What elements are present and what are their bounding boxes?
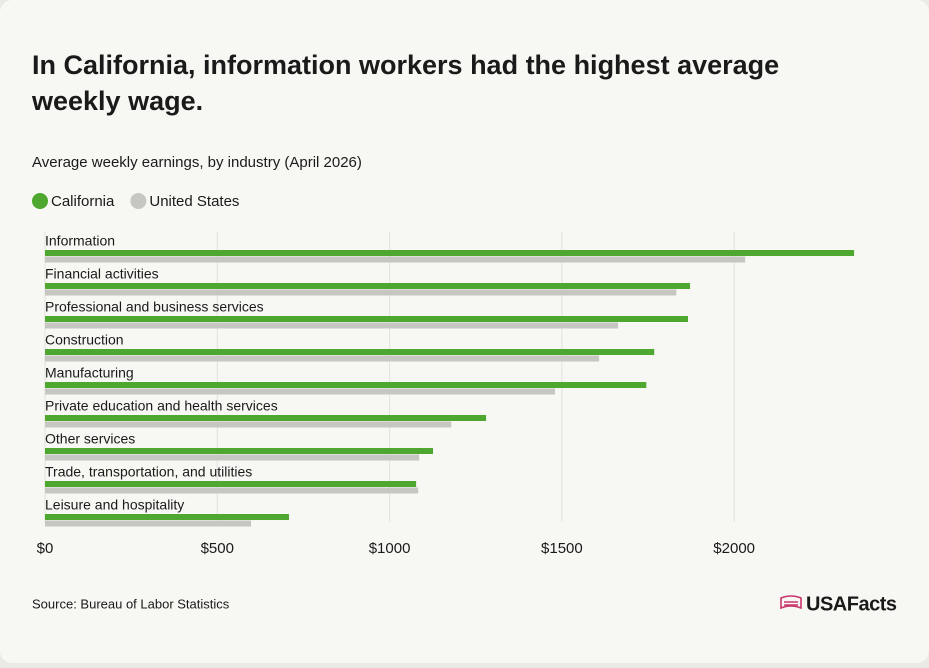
category-label: Manufacturing	[45, 365, 134, 381]
x-tick-label: $0	[37, 540, 54, 557]
x-tick-label: $1500	[541, 540, 583, 557]
bar	[45, 250, 855, 256]
bar	[45, 283, 691, 289]
category-label: Leisure and hospitality	[45, 497, 184, 513]
bar	[45, 349, 655, 355]
x-tick-label: $2000	[713, 540, 755, 557]
bar	[45, 322, 619, 329]
category-label: Professional and business services	[45, 299, 264, 315]
category-label: Private education and health services	[45, 398, 278, 414]
bar	[45, 415, 487, 421]
legend-label: California	[51, 193, 115, 210]
legend-swatch	[32, 193, 48, 209]
chart-subtitle: Average weekly earnings, by industry (Ap…	[32, 154, 362, 171]
logo-icon	[780, 595, 802, 610]
bar	[45, 421, 452, 428]
category-label: Other services	[45, 431, 135, 447]
bar	[45, 481, 417, 487]
bar	[45, 355, 600, 362]
source: Source: Bureau of Labor Statistics	[32, 596, 230, 611]
bar	[45, 289, 677, 296]
legend-label: United States	[149, 193, 239, 210]
brand: USAFacts	[806, 593, 897, 615]
category-label: Information	[45, 233, 115, 249]
bar	[45, 382, 647, 388]
bar	[45, 256, 746, 263]
x-tick-label: $1000	[369, 540, 411, 557]
legend-swatch	[130, 193, 147, 209]
category-label: Financial activities	[45, 266, 159, 282]
category-label: Construction	[45, 332, 124, 348]
bar	[45, 316, 688, 322]
bar	[45, 520, 252, 527]
bar	[45, 388, 555, 395]
bar	[45, 448, 434, 454]
category-label: Trade, transportation, and utilities	[45, 464, 252, 480]
x-tick-label: $500	[201, 540, 234, 557]
bar	[45, 514, 289, 520]
chart-title: In California, information workers had t…	[31, 50, 779, 116]
bar	[45, 454, 420, 461]
bar	[45, 487, 419, 494]
